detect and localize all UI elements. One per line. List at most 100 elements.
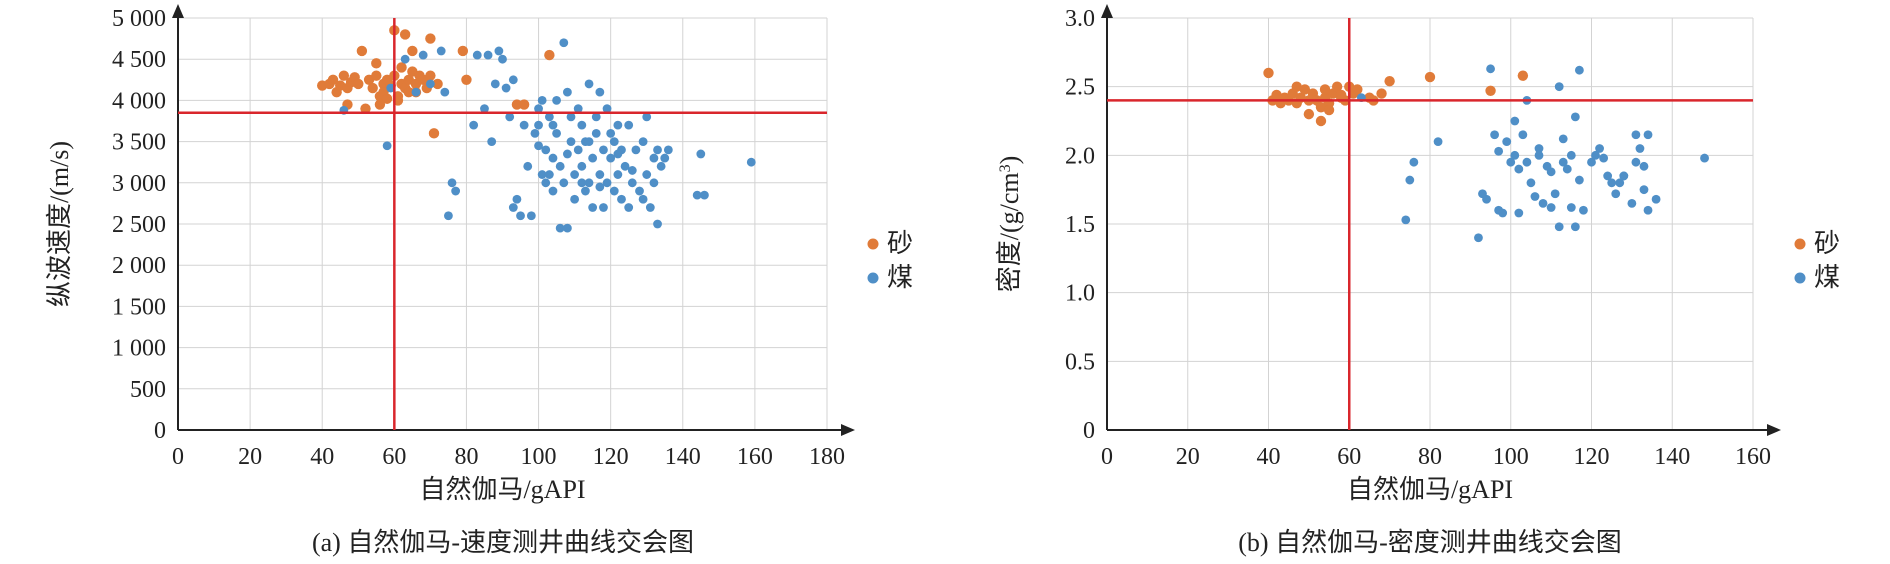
point-coal [1591,150,1600,160]
y-tick-label: 3.0 [1065,6,1095,32]
point-coal [566,112,576,122]
point-coal [656,161,666,171]
point-coal [541,145,551,155]
point-coal [516,211,525,221]
point-coal [584,137,594,147]
y-tick-label: 1.0 [1065,281,1095,307]
point-coal [609,137,619,147]
point-sand [1335,89,1347,101]
point-sand [374,99,386,110]
point-coal [602,104,612,114]
y-tick-label: 4 000 [112,88,166,114]
point-coal [1433,137,1443,147]
x-tick-label: 180 [809,444,845,470]
point-sand [518,99,530,110]
x-axis-title: 自然伽马/gAPI [419,475,585,504]
point-coal [613,149,623,159]
legend-marker-sand [867,238,879,250]
y-axis-arrow [172,4,184,18]
point-coal [1631,157,1641,167]
point-sand [544,49,555,61]
point-sand [1291,81,1302,92]
point-sand [360,103,371,114]
point-coal [642,170,652,179]
point-coal [1514,208,1524,218]
point-sand [1303,108,1315,120]
point-sand [403,86,414,98]
point-coal [447,178,457,188]
legend-marker-sand [1794,238,1806,250]
point-coal [606,128,616,138]
point-coal [645,203,655,212]
point-sand [399,29,411,40]
point-coal [1534,144,1544,153]
point-coal [555,223,565,233]
point-coal [498,54,507,64]
point-coal [544,170,554,179]
y-tick-label: 500 [130,377,166,403]
y-axis-title-end: ) [995,156,1024,165]
point-coal [1700,153,1709,163]
point-coal [534,104,543,114]
y-tick-label: 2 500 [112,212,166,238]
point-coal [1595,144,1604,153]
point-sand [1485,85,1496,96]
point-sand [371,58,382,69]
point-coal [411,87,421,97]
point-coal [1611,189,1621,199]
point-sand [356,45,368,57]
point-coal [563,149,572,159]
point-coal [573,104,583,114]
x-tick-label: 160 [737,444,773,470]
legend-label-coal: 煤 [887,263,913,292]
x-tick-label: 140 [1654,444,1690,470]
point-sand [338,70,350,81]
y-axis-arrow [1101,4,1113,18]
point-sand [327,74,339,86]
legend-label-sand: 砂 [1814,229,1840,258]
point-coal [1570,112,1580,122]
point-coal [1538,199,1548,208]
x-tick-label: 40 [1257,444,1281,470]
point-coal [534,141,543,151]
point-coal [660,153,670,163]
point-coal [1635,144,1645,153]
point-coal [548,186,558,196]
point-coal [555,161,565,171]
point-coal [653,219,662,229]
point-coal [613,120,623,130]
point-coal [548,153,558,163]
point-sand [457,45,469,57]
point-sand [425,70,436,81]
x-axis-arrow [841,424,855,436]
point-sand [1319,84,1331,95]
point-coal [1546,167,1556,177]
point-coal [436,46,446,56]
point-coal [1566,203,1576,212]
point-coal [1518,130,1528,140]
point-coal [627,166,637,175]
point-coal [490,79,500,89]
point-coal [1502,137,1512,147]
point-coal [1643,205,1653,215]
y-tick-label: 1 000 [112,336,166,362]
legend-marker-coal [867,272,879,284]
point-sand [396,62,407,73]
point-coal [1615,178,1625,188]
point-coal [1639,185,1649,195]
x-axis-arrow [1767,424,1781,436]
point-coal [1554,222,1564,232]
point-coal [1558,134,1568,144]
point-coal [602,178,612,188]
y-tick-label: 0 [154,418,166,444]
point-coal [483,50,493,60]
point-coal [1607,178,1617,188]
point-coal [1587,157,1596,167]
y-tick-label: 2.5 [1065,75,1095,101]
point-coal [609,186,619,196]
chart-density: 0 20 40 60 80 100 120 140 160 0 0.5 1.0 1.5 2.0 2.5 3.0… [995,4,1840,557]
x-tick-label: 60 [382,444,406,470]
point-coal [1409,157,1419,167]
point-coal [1510,116,1520,126]
y-axis-title: 纵波速度/(m/s) [45,141,74,307]
